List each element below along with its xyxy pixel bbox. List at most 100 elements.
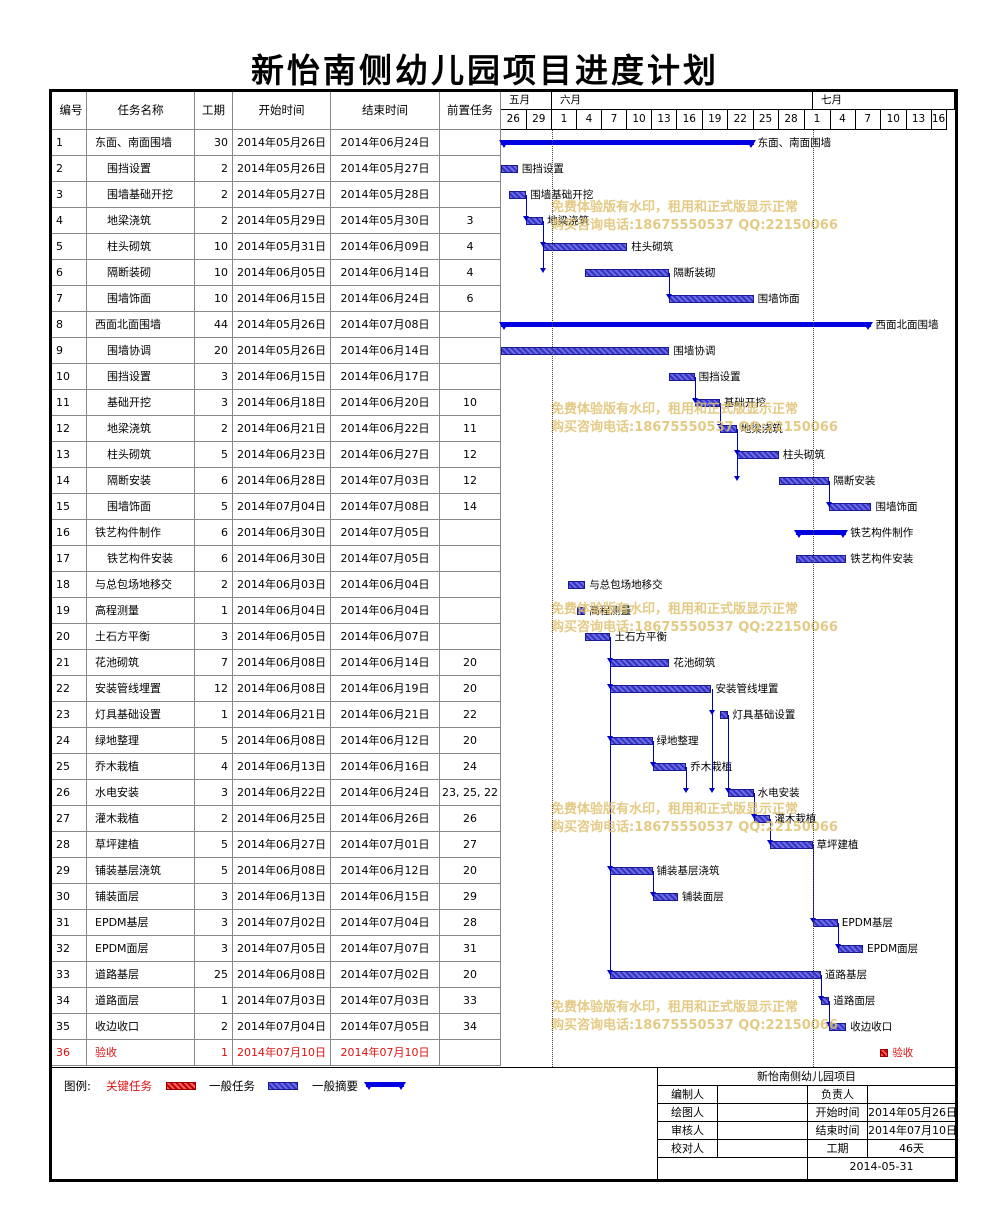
task-start: 2014年06月27日	[233, 832, 331, 858]
info-checker-value	[717, 1140, 807, 1158]
task-end: 2014年07月08日	[331, 312, 440, 338]
task-name: 围墙协调	[87, 338, 195, 364]
task-name: 西面北面围墙	[87, 312, 195, 338]
task-end: 2014年07月03日	[331, 468, 440, 494]
dependency-arrow	[683, 788, 690, 793]
task-duration: 2	[195, 182, 233, 208]
header-duration: 工期	[195, 92, 233, 130]
bar-label: 铁艺构件制作	[850, 527, 914, 539]
header-start: 开始时间	[233, 92, 331, 130]
task-bar	[526, 217, 544, 225]
task-duration: 10	[195, 286, 233, 312]
task-end: 2014年06月24日	[331, 286, 440, 312]
task-end: 2014年06月21日	[331, 702, 440, 728]
task-no: 21	[52, 650, 87, 676]
task-no: 24	[52, 728, 87, 754]
task-bar	[694, 399, 720, 407]
task-start: 2014年07月10日	[233, 1040, 331, 1066]
watermark-2b: 购买咨询电话:18675550537 QQ:22150066	[551, 420, 838, 435]
bar-label: 东面、南面围墙	[757, 137, 832, 149]
task-name: 隔断安装	[87, 468, 195, 494]
task-start: 2014年06月13日	[233, 884, 331, 910]
task-end: 2014年06月04日	[331, 598, 440, 624]
task-duration: 2	[195, 208, 233, 234]
task-name: 铺装基层浇筑	[87, 858, 195, 884]
bar-label: 绿地整理	[656, 735, 699, 747]
task-name: EPDM基层	[87, 910, 195, 936]
task-name: 铺装面层	[87, 884, 195, 910]
bar-label: 围墙饰面	[875, 501, 918, 513]
task-predecessor: 24	[440, 754, 501, 780]
task-bar	[795, 555, 847, 563]
month-june: 六月	[552, 92, 813, 110]
task-no: 5	[52, 234, 87, 260]
dependency-line	[736, 429, 738, 476]
task-bar	[820, 997, 830, 1005]
task-no: 19	[52, 598, 87, 624]
task-end: 2014年07月05日	[331, 520, 440, 546]
day-header: 29	[526, 110, 552, 130]
task-predecessor: 4	[440, 234, 501, 260]
task-bar	[837, 945, 864, 953]
bar-label: 道路面层	[833, 995, 876, 1007]
task-predecessor	[440, 156, 501, 182]
task-duration: 5	[195, 832, 233, 858]
info-date: 2014-05-31	[807, 1158, 955, 1180]
task-name: 铁艺构件制作	[87, 520, 195, 546]
task-duration: 2	[195, 156, 233, 182]
bar-label: 土石方平衡	[614, 631, 667, 643]
task-predecessor: 22	[440, 702, 501, 728]
dependency-line	[719, 403, 721, 424]
bar-label: 高程测量	[589, 605, 632, 617]
legend-label: 图例:	[64, 1079, 91, 1093]
info-reviewer-label: 审核人	[657, 1122, 717, 1140]
task-end: 2014年06月12日	[331, 728, 440, 754]
task-name: 绿地整理	[87, 728, 195, 754]
task-predecessor: 34	[440, 1014, 501, 1040]
task-start: 2014年06月15日	[233, 286, 331, 312]
bar-label: 灌木栽植	[774, 813, 817, 825]
critical-task-bar	[879, 1049, 889, 1057]
task-duration: 2	[195, 1014, 233, 1040]
dependency-arrow	[649, 762, 656, 767]
task-bar	[753, 815, 771, 823]
dependency-line	[837, 923, 839, 944]
task-start: 2014年05月27日	[233, 182, 331, 208]
bar-label: 围墙基础开挖	[530, 189, 594, 201]
task-name: 围挡设置	[87, 156, 195, 182]
task-end: 2014年06月26日	[331, 806, 440, 832]
task-duration: 6	[195, 468, 233, 494]
info-start-label: 开始时间	[807, 1104, 867, 1122]
task-no: 13	[52, 442, 87, 468]
task-predecessor: 12	[440, 468, 501, 494]
summary-bar	[498, 322, 874, 330]
task-no: 32	[52, 936, 87, 962]
task-name: 基础开挖	[87, 390, 195, 416]
task-duration: 10	[195, 234, 233, 260]
task-duration: 3	[195, 780, 233, 806]
task-bar	[652, 763, 687, 771]
info-reviewer-value	[717, 1122, 807, 1140]
task-duration: 3	[195, 390, 233, 416]
dependency-line	[652, 871, 654, 892]
info-editor-value	[717, 1086, 807, 1104]
task-predecessor: 6	[440, 286, 501, 312]
bar-label: 与总包场地移交	[589, 579, 663, 591]
task-start: 2014年05月29日	[233, 208, 331, 234]
day-header: 13	[652, 110, 677, 130]
task-duration: 3	[195, 624, 233, 650]
header-end: 结束时间	[331, 92, 440, 130]
task-no: 18	[52, 572, 87, 598]
dependency-line	[543, 221, 545, 268]
task-name: 地梁浇筑	[87, 208, 195, 234]
bar-label: 围挡设置	[521, 163, 564, 175]
day-header: 26	[501, 110, 527, 130]
day-header: 16	[677, 110, 703, 130]
task-start: 2014年07月04日	[233, 1014, 331, 1040]
task-duration: 5	[195, 494, 233, 520]
dependency-arrow	[750, 814, 757, 819]
bar-label: 水电安装	[757, 787, 800, 799]
dependency-arrow	[817, 996, 824, 1001]
task-name: 验收	[87, 1040, 195, 1066]
day-header: 25	[753, 110, 779, 130]
